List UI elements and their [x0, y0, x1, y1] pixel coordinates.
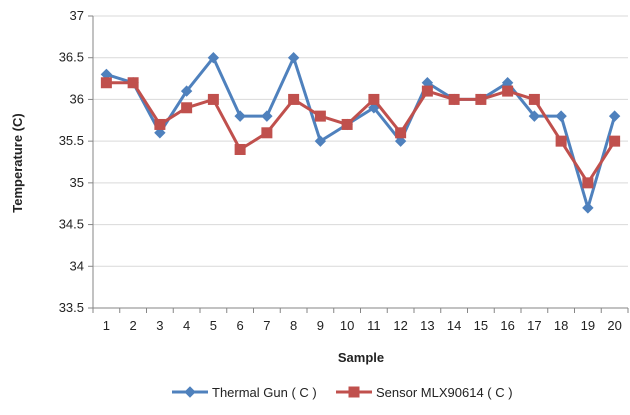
y-tick-label: 36: [70, 91, 84, 106]
y-tick-label: 35.5: [59, 133, 84, 148]
data-point: [528, 93, 540, 105]
x-tick-label: 16: [500, 318, 514, 333]
series-line: [105, 56, 617, 210]
data-point: [180, 85, 193, 97]
data-point: [448, 93, 460, 105]
gridlines: [93, 15, 628, 267]
x-tick-label: 10: [340, 318, 354, 333]
legend-swatch-marker: [348, 386, 360, 398]
y-axis-tick-labels: 33.5 34 34.5 35 35.5 36 36.5 37: [59, 8, 84, 315]
data-point: [582, 177, 594, 189]
data-point: [421, 85, 433, 97]
data-point: [100, 77, 112, 89]
x-tick-label: 2: [130, 318, 137, 333]
data-point: [261, 127, 273, 139]
data-point: [288, 93, 300, 105]
series-1: [100, 52, 621, 214]
data-point: [608, 110, 621, 122]
x-tick-label: 1: [103, 318, 110, 333]
x-axis-tick-labels: 1 2 3 4 5 6 7 8 9 10 11 12 13 14 15 16 17 18 19 20: [103, 318, 622, 333]
x-tick-label: 5: [210, 318, 217, 333]
x-tick-label: 3: [156, 318, 163, 333]
x-tick-label: 18: [554, 318, 568, 333]
data-point: [261, 110, 273, 122]
data-point: [395, 127, 407, 139]
x-tick-label: 8: [290, 318, 297, 333]
data-point: [555, 110, 567, 122]
legend-item: Sensor MLX90614 ( C ): [336, 385, 513, 400]
x-tick-label: 12: [393, 318, 407, 333]
x-tick-label: 7: [263, 318, 270, 333]
data-point: [341, 118, 353, 130]
data-point: [394, 135, 407, 147]
data-point: [314, 135, 327, 147]
series: [100, 52, 621, 214]
x-tick-label: 17: [527, 318, 541, 333]
legend-item: Thermal Gun ( C ): [172, 385, 317, 400]
y-tick-label: 33.5: [59, 300, 84, 315]
x-tick-label: 14: [447, 318, 461, 333]
x-tick-label: 15: [474, 318, 488, 333]
x-axis-title: Sample: [338, 350, 384, 365]
data-point: [368, 102, 380, 114]
x-tick-label: 4: [183, 318, 190, 333]
data-point: [475, 93, 487, 105]
y-tick-label: 35: [70, 175, 84, 190]
data-point: [609, 135, 621, 147]
data-point: [127, 77, 139, 89]
x-tick-label: 19: [581, 318, 595, 333]
x-tick-label: 11: [367, 318, 381, 333]
y-tick-label: 34: [70, 258, 84, 273]
y-tick-label: 37: [70, 8, 84, 23]
data-point: [314, 110, 326, 122]
legend-label: Thermal Gun ( C ): [212, 385, 317, 400]
data-point: [528, 110, 541, 122]
data-point: [368, 93, 380, 105]
axes: [88, 15, 629, 313]
legend-label: Sensor MLX90614 ( C ): [376, 385, 513, 400]
x-tick-label: 20: [607, 318, 621, 333]
data-point: [582, 202, 594, 214]
data-point: [207, 52, 220, 64]
y-tick-label: 36.5: [59, 50, 84, 65]
series-2: [100, 77, 621, 189]
data-point: [555, 135, 567, 147]
data-point: [234, 143, 246, 155]
x-tick-label: 9: [317, 318, 324, 333]
legend-swatch-marker: [184, 386, 196, 398]
x-tick-label: 13: [420, 318, 434, 333]
data-point: [181, 102, 193, 114]
data-point: [154, 118, 166, 130]
data-point: [207, 93, 219, 105]
y-tick-label: 34.5: [59, 217, 84, 232]
data-point: [287, 52, 300, 64]
data-point: [234, 110, 246, 122]
legend: Thermal Gun ( C ) Sensor MLX90614 ( C ): [172, 385, 513, 400]
data-point: [502, 85, 514, 97]
y-axis-title: Temperature (C): [10, 113, 25, 212]
data-point: [154, 127, 166, 139]
x-tick-label: 6: [237, 318, 244, 333]
